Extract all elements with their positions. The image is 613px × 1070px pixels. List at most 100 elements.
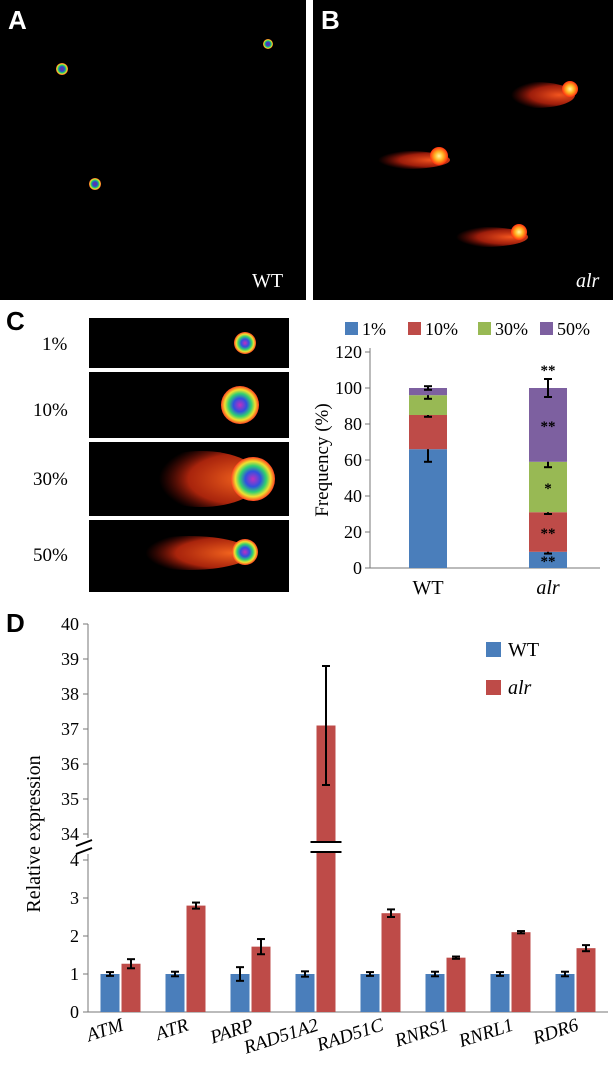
y-tick-label-6: 35 bbox=[61, 789, 79, 809]
panel-b-letter: B bbox=[321, 5, 340, 35]
bar-WT-10% bbox=[409, 415, 447, 450]
legend-label-WT: WT bbox=[508, 639, 539, 661]
significance-top-alr: ** bbox=[541, 363, 556, 379]
x-label-RDR6: RDR6 bbox=[529, 1015, 581, 1050]
y-tick-label-4: 80 bbox=[344, 414, 362, 434]
bar-PARP-WT bbox=[230, 974, 250, 1012]
bar-RNRL1-alr bbox=[511, 932, 531, 1012]
legend-label-3: 50% bbox=[557, 319, 590, 339]
panel-b-label: alr bbox=[576, 270, 600, 292]
y-tick-label-1: 1 bbox=[70, 964, 79, 984]
y-tick-label-6: 120 bbox=[335, 342, 362, 362]
bar-RAD51A2-alr bbox=[316, 725, 336, 1012]
chart-c: 1% 10% 30% 50% 0 20 40 60 80 100 120 Frequency (%) W… bbox=[312, 319, 600, 599]
y-tick-label-1: 20 bbox=[344, 522, 362, 542]
bar-WT-30% bbox=[409, 395, 447, 415]
bar-RNRS1-WT bbox=[425, 974, 445, 1012]
legend-label-1: 10% bbox=[425, 319, 458, 339]
bar-WT-50% bbox=[409, 388, 447, 396]
bar-alr-1% bbox=[529, 551, 567, 568]
scale-label-30: 30% bbox=[33, 469, 68, 490]
nucleus-3 bbox=[89, 178, 101, 190]
bar-alr-50% bbox=[529, 388, 567, 462]
significance-alr-1: ** bbox=[541, 526, 556, 542]
y-tick-label-10: 39 bbox=[61, 649, 79, 669]
y-tick-label-3: 60 bbox=[344, 450, 362, 470]
bar-RNRS1-alr bbox=[446, 957, 466, 1012]
x-label-RNRS1: RNRS1 bbox=[391, 1015, 451, 1052]
legend-swatch-alr bbox=[486, 680, 501, 695]
bar-RDR6-alr bbox=[576, 948, 596, 1012]
axis-break-mark-1 bbox=[75, 839, 93, 847]
bar-RAD51C-WT bbox=[360, 974, 380, 1012]
comet-3 bbox=[438, 224, 528, 247]
comet-2 bbox=[360, 147, 450, 169]
panel-c-letter: C bbox=[6, 306, 25, 336]
x-label-ATR: ATR bbox=[151, 1015, 191, 1046]
significance-alr-2: * bbox=[544, 481, 552, 497]
axis-break-mark-2 bbox=[75, 847, 93, 855]
scale-image-30 bbox=[89, 442, 289, 516]
y-tick-label-11: 40 bbox=[61, 614, 79, 634]
x-label-RNRL1: RNRL1 bbox=[455, 1015, 516, 1053]
significance-alr-0: ** bbox=[541, 554, 556, 570]
bar-WT-1% bbox=[409, 449, 447, 568]
y-axis-title: Relative expression bbox=[23, 755, 45, 912]
x-label-alr: alr bbox=[536, 577, 560, 599]
y-tick-label-5: 34 bbox=[61, 824, 79, 844]
bar-RDR6-WT bbox=[555, 974, 575, 1012]
scale-label-50: 50% bbox=[33, 545, 68, 566]
bar-PARP-alr bbox=[251, 946, 271, 1012]
legend-swatch-2 bbox=[478, 322, 491, 335]
y-tick-label-2: 2 bbox=[70, 926, 79, 946]
legend-swatch-3 bbox=[540, 322, 553, 335]
x-label-ATM: ATM bbox=[82, 1014, 127, 1046]
panel-a-image bbox=[0, 0, 306, 300]
legend-label-2: 30% bbox=[495, 319, 528, 339]
scale-label-10: 10% bbox=[33, 400, 68, 421]
x-label-RAD51C: RAD51C bbox=[313, 1015, 386, 1057]
panel-a-label: WT bbox=[252, 270, 284, 292]
x-label-WT: WT bbox=[412, 577, 443, 599]
scale-image-50 bbox=[89, 520, 289, 592]
bar-ATR-WT bbox=[165, 974, 185, 1012]
legend-swatch-1 bbox=[408, 322, 421, 335]
bar-RNRL1-WT bbox=[490, 974, 510, 1012]
y-axis-title: Frequency (%) bbox=[312, 403, 333, 516]
y-tick-label-0: 0 bbox=[70, 1002, 79, 1022]
y-tick-label-3: 3 bbox=[70, 888, 79, 908]
bar-RAD51C-alr bbox=[381, 913, 401, 1012]
nucleus-1 bbox=[56, 63, 68, 75]
y-tick-label-7: 36 bbox=[61, 754, 79, 774]
y-tick-label-4: 4 bbox=[70, 850, 79, 870]
legend-label-alr: alr bbox=[508, 677, 532, 699]
panel-d-letter: D bbox=[6, 608, 25, 638]
x-label-RAD51A2: RAD51A2 bbox=[240, 1015, 321, 1059]
legend-swatch-0 bbox=[345, 322, 358, 335]
scale-image-1 bbox=[89, 318, 289, 368]
panel-c-scale bbox=[89, 318, 289, 597]
bar-ATR-alr bbox=[186, 905, 206, 1012]
panel-a-letter: A bbox=[8, 5, 27, 35]
bar-alr-30% bbox=[529, 461, 567, 513]
y-tick-label-8: 37 bbox=[61, 719, 79, 739]
bar-alr-10% bbox=[529, 512, 567, 552]
significance-alr-3: ** bbox=[541, 419, 556, 435]
panel-b-image bbox=[313, 0, 613, 300]
y-tick-label-2: 40 bbox=[344, 486, 362, 506]
panel-a-comets bbox=[56, 39, 273, 190]
comet-1 bbox=[495, 81, 578, 108]
comet-scale-images bbox=[89, 318, 289, 592]
legend-label-0: 1% bbox=[362, 319, 386, 339]
bar-RAD51A2-WT bbox=[295, 974, 315, 1012]
panel-b-comets bbox=[360, 81, 578, 247]
y-tick-label-0: 0 bbox=[353, 558, 362, 578]
legend-swatch-WT bbox=[486, 642, 501, 657]
bar-break-gap-RAD51A2 bbox=[312, 841, 340, 853]
scale-label-1: 1% bbox=[42, 334, 68, 355]
y-tick-label-9: 38 bbox=[61, 684, 79, 704]
bar-ATM-alr bbox=[121, 963, 141, 1012]
y-tick-label-5: 100 bbox=[335, 378, 362, 398]
nucleus-2 bbox=[263, 39, 273, 49]
